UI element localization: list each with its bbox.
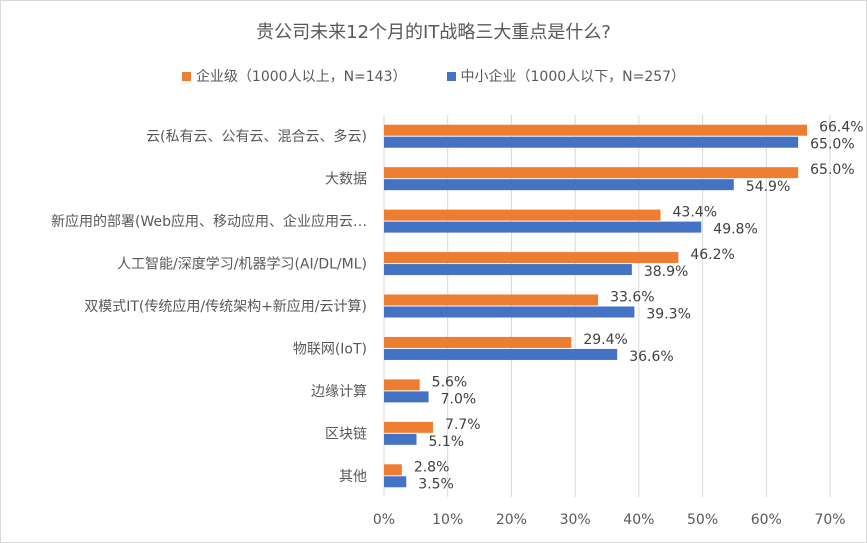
data-label: 5.1% bbox=[428, 434, 464, 450]
data-label: 46.2% bbox=[690, 247, 734, 263]
bar-sme bbox=[384, 221, 702, 233]
bar-enterprise bbox=[384, 421, 434, 433]
bar-enterprise bbox=[384, 167, 799, 179]
x-tick-label: 30% bbox=[560, 512, 591, 528]
data-label: 29.4% bbox=[583, 332, 627, 348]
legend-label-enterprise: 企业级（1000人以上，N=143） bbox=[195, 69, 407, 85]
bar-sme bbox=[384, 391, 429, 403]
category-label: 区块链 bbox=[325, 426, 367, 442]
x-tick-label: 40% bbox=[623, 512, 654, 528]
legend-swatch-sme bbox=[446, 71, 456, 81]
data-label: 49.8% bbox=[713, 222, 757, 238]
data-label: 2.8% bbox=[414, 459, 450, 475]
x-tick-label: 0% bbox=[373, 512, 395, 528]
bar-enterprise bbox=[384, 124, 808, 136]
bar-sme bbox=[384, 348, 618, 360]
bar-sme bbox=[384, 433, 417, 445]
data-label: 7.7% bbox=[445, 417, 481, 433]
bar-sme bbox=[384, 264, 632, 276]
category-label: 人工智能/深度学习/机器学习(AI/DL/ML) bbox=[117, 257, 367, 273]
category-label: 其他 bbox=[339, 469, 367, 485]
bar-sme bbox=[384, 179, 734, 191]
category-label: 大数据 bbox=[325, 172, 367, 188]
chart-legend: 企业级（1000人以上，N=143） 中小企业（1000人以下，N=257） bbox=[0, 66, 867, 86]
data-label: 54.9% bbox=[746, 179, 790, 195]
data-label: 38.9% bbox=[644, 264, 688, 280]
data-label: 65.0% bbox=[810, 162, 854, 178]
legend-item-sme: 中小企业（1000人以下，N=257） bbox=[446, 66, 686, 86]
category-label: 边缘计算 bbox=[311, 384, 367, 400]
data-label: 66.4% bbox=[819, 120, 863, 136]
data-label: 65.0% bbox=[810, 137, 854, 153]
x-tick-label: 50% bbox=[687, 512, 718, 528]
bar-sme bbox=[384, 476, 407, 488]
x-tick-label: 70% bbox=[814, 512, 845, 528]
x-tick-label: 60% bbox=[751, 512, 782, 528]
bar-enterprise bbox=[384, 379, 420, 391]
category-label: 双模式IT(传统应用/传统架构+新应用/云计算) bbox=[84, 298, 367, 315]
data-label: 5.6% bbox=[432, 374, 468, 390]
x-tick-label: 20% bbox=[496, 512, 527, 528]
bar-enterprise bbox=[384, 336, 572, 348]
data-label: 33.6% bbox=[610, 290, 654, 306]
bar-enterprise bbox=[384, 209, 661, 221]
category-label: 新应用的部署(Web应用、移动应用、企业应用云… bbox=[51, 213, 367, 230]
category-label: 云(私有云、公有云、混合云、多云) bbox=[146, 128, 367, 145]
x-tick-label: 10% bbox=[432, 512, 463, 528]
category-label: 物联网(IoT) bbox=[293, 341, 367, 357]
legend-item-enterprise: 企业级（1000人以上，N=143） bbox=[181, 66, 407, 86]
data-label: 39.3% bbox=[646, 307, 690, 323]
data-label: 7.0% bbox=[441, 391, 477, 407]
bar-enterprise bbox=[384, 294, 599, 306]
legend-label-sme: 中小企业（1000人以下，N=257） bbox=[460, 69, 686, 85]
bar-sme bbox=[384, 306, 635, 318]
bar-enterprise bbox=[384, 464, 402, 476]
data-label: 3.5% bbox=[418, 476, 454, 492]
bar-enterprise bbox=[384, 252, 679, 264]
chart-title: 贵公司未来12个月的IT战略三大重点是什么? bbox=[256, 22, 611, 43]
legend-swatch-enterprise bbox=[181, 71, 191, 81]
data-label: 43.4% bbox=[673, 205, 717, 221]
data-label: 36.6% bbox=[629, 349, 673, 365]
bar-sme bbox=[384, 136, 799, 148]
